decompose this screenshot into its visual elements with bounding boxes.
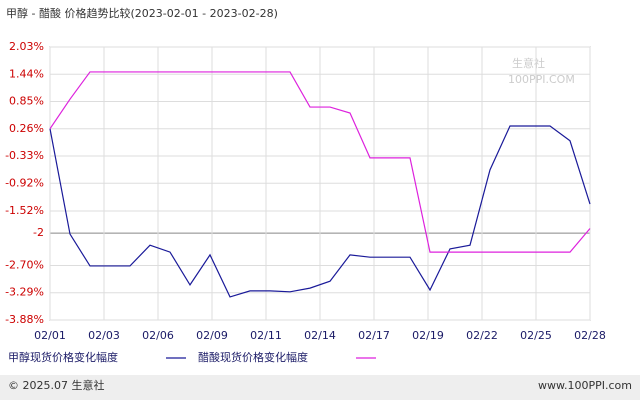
series-line xyxy=(49,71,591,253)
x-tick-label: 02/03 xyxy=(88,329,120,342)
x-tick-label: 02/17 xyxy=(358,329,390,342)
x-tick-label: 02/11 xyxy=(250,329,282,342)
y-tick-label: -0.33% xyxy=(5,149,44,162)
x-tick-label: 02/09 xyxy=(196,329,228,342)
legend-label: 甲醇现货价格变化幅度 xyxy=(8,350,118,364)
x-tick-label: 02/06 xyxy=(142,329,174,342)
x-tick-label: 02/14 xyxy=(304,329,336,342)
y-tick-label: 1.44% xyxy=(9,67,44,80)
y-tick-label: -2.70% xyxy=(5,258,44,271)
x-tick-label: 02/01 xyxy=(34,329,66,342)
y-tick-label: -0.92% xyxy=(5,176,44,189)
x-tick-label: 02/28 xyxy=(574,329,606,342)
watermark: 生意社 xyxy=(512,56,545,70)
y-tick-label: 2.03% xyxy=(9,40,44,53)
y-tick-label: 0.26% xyxy=(9,122,44,135)
footer-right: www.100PPI.com xyxy=(538,379,632,392)
legend-label: 醋酸现货价格变化幅度 xyxy=(198,350,308,364)
watermark-sub: 100PPI.COM xyxy=(508,73,575,86)
series-line xyxy=(49,125,591,298)
x-tick-label: 02/22 xyxy=(466,329,498,342)
footer-bar xyxy=(0,375,640,400)
y-tick-label: -2 xyxy=(33,226,44,239)
y-tick-label: 0.85% xyxy=(9,95,44,108)
x-tick-label: 02/19 xyxy=(412,329,444,342)
y-tick-label: -1.52% xyxy=(5,204,44,217)
x-tick-label: 02/25 xyxy=(520,329,552,342)
footer-left: © 2025.07 生意社 xyxy=(8,378,104,392)
y-tick-label: -3.88% xyxy=(5,313,44,326)
chart-title: 甲醇 - 醋酸 价格趋势比较(2023-02-01 - 2023-02-28) xyxy=(6,6,278,20)
y-tick-label: -3.29% xyxy=(5,286,44,299)
